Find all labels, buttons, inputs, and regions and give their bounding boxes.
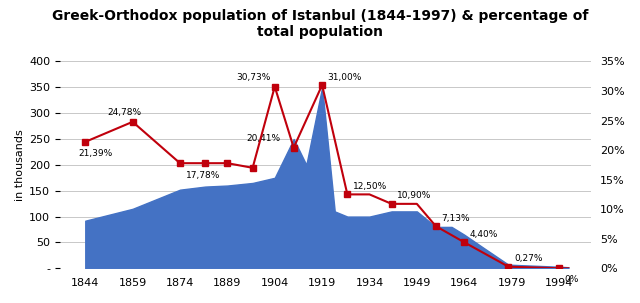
Text: 20,41%: 20,41% (246, 134, 280, 143)
Text: 31,00%: 31,00% (328, 72, 362, 82)
Text: 30,73%: 30,73% (236, 73, 270, 82)
Text: 0,27%: 0,27% (514, 254, 543, 263)
Text: 10,90%: 10,90% (397, 191, 431, 200)
Text: 24,78%: 24,78% (108, 108, 142, 117)
Text: 17,78%: 17,78% (186, 171, 220, 181)
Text: 4,40%: 4,40% (470, 230, 498, 239)
Text: 21,39%: 21,39% (78, 149, 113, 158)
Text: 7,13%: 7,13% (442, 214, 470, 223)
Text: 12,50%: 12,50% (353, 182, 387, 191)
Text: Greek-Orthodox population of Istanbul (1844-1997) & percentage of
total populati: Greek-Orthodox population of Istanbul (1… (52, 9, 588, 39)
Text: 0%: 0% (564, 275, 579, 284)
Y-axis label: in thousands: in thousands (15, 129, 25, 201)
